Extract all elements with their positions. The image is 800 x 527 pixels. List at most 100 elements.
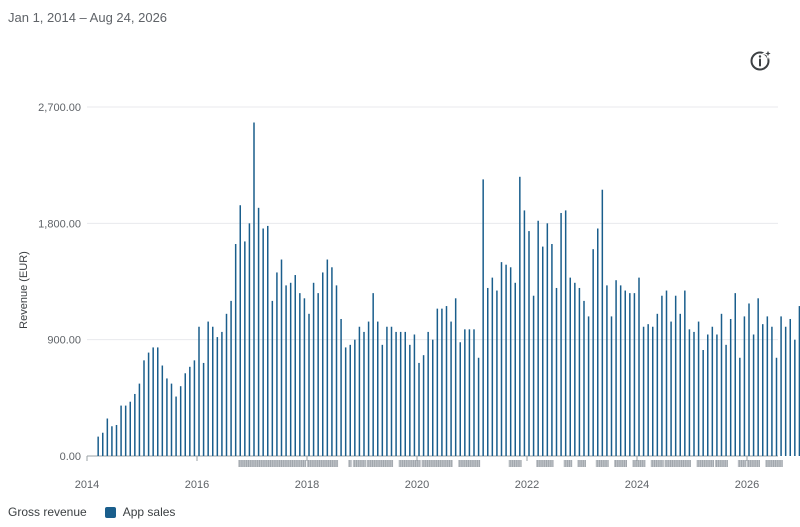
revenue-bar xyxy=(322,272,324,456)
revenue-bar xyxy=(248,223,251,456)
revenue-bar xyxy=(179,386,182,456)
revenue-bar xyxy=(729,318,732,456)
revenue-bar xyxy=(629,293,631,456)
revenue-bar xyxy=(413,334,416,456)
revenue-bar xyxy=(780,316,782,456)
y-tick-label: 0.00 xyxy=(60,451,81,463)
annotation-band xyxy=(714,460,728,467)
revenue-bar xyxy=(161,365,164,456)
annotation-band xyxy=(650,460,664,467)
revenue-bar xyxy=(500,262,503,456)
revenue-bar xyxy=(358,326,361,456)
revenue-bar xyxy=(409,344,411,456)
revenue-bar xyxy=(175,396,177,456)
revenue-bar xyxy=(386,326,388,456)
revenue-bar xyxy=(381,344,384,456)
revenue-bar xyxy=(198,326,200,456)
y-tick-label: 1,800.00 xyxy=(38,218,81,230)
y-axis-label: Revenue (EUR) xyxy=(18,251,30,329)
revenue-bar xyxy=(752,334,755,456)
revenue-bar xyxy=(363,331,365,456)
revenue-bar xyxy=(143,360,145,456)
revenue-bar xyxy=(624,290,626,456)
revenue-bar xyxy=(505,264,507,456)
revenue-bar xyxy=(193,360,196,456)
revenue-bar xyxy=(619,285,622,456)
revenue-bar xyxy=(583,300,585,456)
date-range-label: Jan 1, 2014 – Aug 24, 2026 xyxy=(8,10,168,25)
x-tick-label: 2026 xyxy=(735,479,759,491)
revenue-bar xyxy=(404,331,406,456)
revenue-bar xyxy=(308,313,310,456)
revenue-bar xyxy=(230,300,232,456)
revenue-bar xyxy=(445,306,448,456)
revenue-bar xyxy=(344,347,347,456)
revenue-bar xyxy=(239,205,241,456)
revenue-bar xyxy=(120,405,122,456)
revenue-bar xyxy=(106,418,109,456)
revenue-bar xyxy=(225,313,228,456)
legend: Gross revenue App sales xyxy=(8,505,175,519)
revenue-bar xyxy=(725,344,727,456)
revenue-bar xyxy=(794,339,796,456)
revenue-bar xyxy=(468,329,471,456)
revenue-bar xyxy=(491,277,494,456)
revenue-bar xyxy=(564,210,567,456)
info-sparkle-icon[interactable] xyxy=(748,47,774,73)
annotation-band xyxy=(458,460,481,467)
x-tick-label: 2018 xyxy=(295,479,319,491)
revenue-bar xyxy=(276,272,278,456)
revenue-bar xyxy=(615,280,617,456)
revenue-bar xyxy=(569,277,571,456)
revenue-bar xyxy=(202,362,205,456)
revenue-bar xyxy=(702,350,704,456)
revenue-bar xyxy=(720,313,723,456)
revenue-bar xyxy=(372,293,374,456)
revenue-bar xyxy=(693,331,695,456)
annotation-band xyxy=(238,460,306,467)
annotation-band xyxy=(765,460,783,467)
revenue-bar xyxy=(157,347,159,456)
annotation-band xyxy=(421,460,453,467)
revenue-bar xyxy=(551,244,553,456)
revenue-bar xyxy=(674,295,677,456)
revenue-bar xyxy=(129,401,131,456)
revenue-bar xyxy=(289,282,292,456)
revenue-bar xyxy=(697,321,700,456)
revenue-bar xyxy=(115,424,118,456)
revenue-bar xyxy=(679,313,681,456)
annotation-band xyxy=(664,460,691,467)
app-sales-bars xyxy=(97,122,800,457)
revenue-bar xyxy=(331,267,333,456)
revenue-bar xyxy=(436,308,439,456)
revenue-bar xyxy=(739,357,741,456)
revenue-bar xyxy=(97,436,99,456)
revenue-bar xyxy=(652,326,654,456)
revenue-bar xyxy=(606,285,608,456)
revenue-bar xyxy=(537,220,539,456)
legend-series-label[interactable]: App sales xyxy=(122,505,176,519)
annotation-band xyxy=(398,460,421,467)
revenue-bar xyxy=(147,352,150,456)
revenue-bar xyxy=(234,244,237,456)
revenue-bar xyxy=(111,426,113,456)
revenue-bar xyxy=(716,334,718,456)
revenue-bar xyxy=(262,228,264,456)
revenue-bar xyxy=(601,189,604,456)
annotation-band xyxy=(366,460,394,467)
revenue-bar xyxy=(134,393,136,456)
revenue-bar xyxy=(459,342,461,456)
revenue-bar xyxy=(354,339,356,456)
revenue-bar xyxy=(184,373,186,456)
revenue-bar xyxy=(771,326,773,456)
annotation-bands xyxy=(238,460,783,467)
revenue-bar xyxy=(312,282,315,456)
x-tick-label: 2014 xyxy=(75,479,99,491)
revenue-bar xyxy=(642,326,645,456)
revenue-bar xyxy=(367,321,370,456)
x-tick-label: 2024 xyxy=(625,479,649,491)
revenue-bar xyxy=(253,122,255,456)
revenue-bar xyxy=(578,287,581,456)
revenue-bar xyxy=(280,259,283,456)
